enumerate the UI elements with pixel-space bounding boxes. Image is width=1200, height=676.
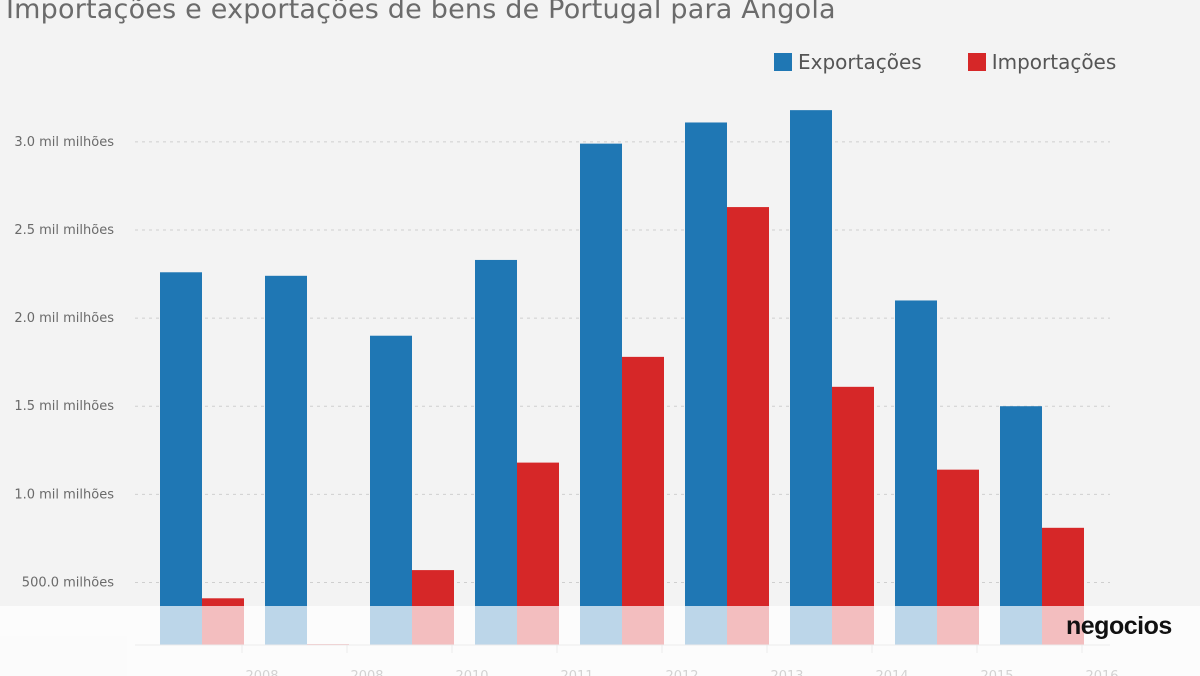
y-tick-label: 1.0 mil milhões bbox=[14, 487, 114, 502]
bar-exportacoes[interactable] bbox=[790, 110, 832, 645]
x-tick-label: 2011 bbox=[560, 669, 593, 676]
legend-item-importacoes[interactable]: Importações bbox=[967, 50, 1117, 74]
x-tick-label: 2008 bbox=[245, 669, 278, 676]
chart-title: Importações e exportações de bens de Por… bbox=[6, 0, 836, 25]
bar-importacoes[interactable] bbox=[832, 386, 874, 645]
x-tick-label: 2014 bbox=[875, 669, 908, 676]
x-tick-label: 2015 bbox=[980, 669, 1013, 676]
negocios-logo: negocios bbox=[1066, 612, 1172, 640]
legend-swatch-importacoes bbox=[967, 53, 986, 71]
bar-exportacoes[interactable] bbox=[580, 143, 622, 645]
y-tick-label: 2.0 mil milhões bbox=[14, 311, 114, 326]
legend-label-exportacoes: Exportações bbox=[798, 50, 922, 74]
bar-importacoes[interactable] bbox=[727, 207, 769, 645]
bar-importacoes[interactable] bbox=[937, 469, 979, 645]
bar-exportacoes[interactable] bbox=[160, 272, 202, 645]
x-tick-label: 2008 bbox=[350, 669, 383, 676]
y-tick-label: 3.0 mil milhões bbox=[14, 135, 114, 150]
legend: Exportações Importações bbox=[774, 50, 1116, 74]
bar-importacoes[interactable] bbox=[622, 356, 664, 645]
bar-exportacoes[interactable] bbox=[1000, 406, 1042, 645]
y-tick-label: 2.5 mil milhões bbox=[14, 223, 114, 238]
bar-exportacoes[interactable] bbox=[265, 275, 307, 645]
bar-importacoes[interactable] bbox=[202, 598, 244, 645]
x-tick-label: 2013 bbox=[770, 669, 803, 676]
legend-label-importacoes: Importações bbox=[991, 50, 1117, 74]
x-tick-label: 2016 bbox=[1085, 669, 1118, 676]
legend-item-exportacoes[interactable]: Exportações bbox=[774, 50, 922, 74]
y-tick-label: 1.5 mil milhões bbox=[14, 399, 114, 414]
bar-exportacoes[interactable] bbox=[685, 122, 727, 646]
bar-exportacoes[interactable] bbox=[895, 300, 937, 645]
bar-importacoes[interactable] bbox=[412, 570, 454, 645]
x-tick-label: 2010 bbox=[455, 669, 488, 676]
legend-swatch-exportacoes bbox=[774, 53, 792, 71]
y-tick-label: 500.0 milhões bbox=[22, 575, 114, 590]
bar-exportacoes[interactable] bbox=[370, 335, 412, 645]
bar-exportacoes[interactable] bbox=[475, 259, 517, 645]
x-tick-label: 2012 bbox=[665, 669, 698, 676]
bar-importacoes[interactable] bbox=[517, 462, 559, 645]
